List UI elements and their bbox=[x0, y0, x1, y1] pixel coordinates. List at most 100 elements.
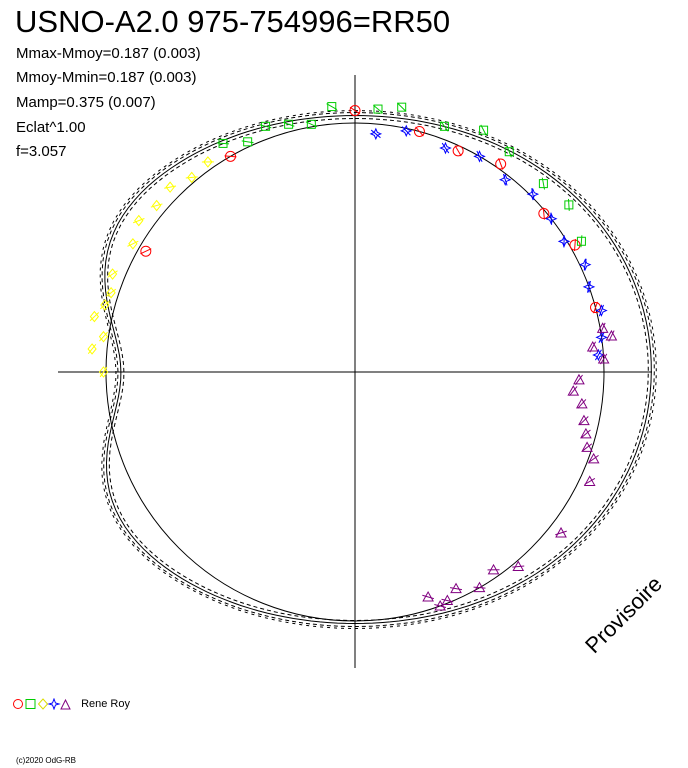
error-bar bbox=[593, 301, 598, 314]
error-bar bbox=[106, 288, 117, 297]
data-point-triangle bbox=[573, 373, 585, 385]
triangle-marker bbox=[441, 594, 454, 606]
error-bar bbox=[502, 173, 508, 186]
error-bar bbox=[422, 594, 434, 600]
diamond-marker bbox=[151, 199, 162, 212]
star-marker bbox=[399, 124, 413, 138]
square-marker bbox=[218, 138, 228, 148]
square-marker bbox=[479, 125, 489, 135]
data-point-triangle bbox=[605, 329, 618, 342]
error-bar bbox=[577, 399, 587, 409]
triangle-marker bbox=[512, 560, 525, 572]
data-point-square bbox=[504, 145, 514, 158]
data-point-triangle bbox=[555, 526, 567, 538]
data-point-diamond bbox=[87, 343, 97, 355]
diamond-marker bbox=[98, 330, 109, 343]
data-point-star bbox=[595, 304, 608, 317]
data-point-triangle bbox=[422, 590, 434, 602]
error-bar bbox=[594, 349, 602, 361]
triangle-marker bbox=[487, 563, 500, 575]
circle-marker bbox=[538, 208, 550, 220]
triangle-marker bbox=[567, 385, 580, 396]
star-marker bbox=[582, 280, 596, 294]
data-point-diamond bbox=[133, 214, 145, 227]
data-point-star bbox=[578, 258, 592, 271]
data-point-square bbox=[373, 104, 383, 114]
error-bar bbox=[579, 416, 589, 426]
star-marker bbox=[526, 187, 540, 201]
triangle-marker bbox=[473, 581, 486, 593]
data-point-circle bbox=[413, 125, 425, 137]
star-marker bbox=[578, 258, 592, 271]
data-point-circle bbox=[495, 158, 507, 170]
triangle-marker bbox=[422, 590, 434, 602]
star-marker bbox=[557, 235, 571, 248]
circle-marker bbox=[349, 105, 361, 117]
stat-mmax-mmoy: Mmax-Mmoy=0.187 (0.003) bbox=[16, 45, 201, 62]
data-point-star bbox=[592, 348, 605, 362]
star-marker bbox=[595, 304, 608, 317]
square-marker bbox=[284, 119, 294, 129]
data-point-triangle bbox=[576, 397, 588, 409]
data-point-star bbox=[582, 280, 596, 294]
error-bar bbox=[127, 240, 139, 247]
data-marks bbox=[87, 102, 618, 611]
diamond-marker bbox=[165, 181, 175, 193]
data-point-square bbox=[397, 102, 407, 112]
triangle-marker bbox=[580, 427, 592, 439]
data-point-star bbox=[439, 141, 452, 155]
error-bar bbox=[370, 129, 381, 139]
circle-marker bbox=[452, 145, 464, 157]
error-bar bbox=[542, 207, 545, 220]
data-point-triangle bbox=[597, 352, 610, 365]
stat-frequency: f=3.057 bbox=[16, 143, 67, 160]
data-point-star bbox=[526, 187, 540, 201]
star-marker bbox=[592, 348, 605, 362]
triangle-marker bbox=[576, 397, 588, 409]
error-bar bbox=[512, 565, 525, 568]
data-point-circle bbox=[452, 145, 464, 157]
square-marker bbox=[243, 137, 253, 147]
data-point-star bbox=[595, 331, 608, 344]
diamond-marker bbox=[100, 299, 110, 311]
triangle-marker bbox=[605, 329, 618, 341]
error-bar bbox=[373, 104, 383, 114]
data-point-triangle bbox=[512, 560, 525, 572]
square-marker bbox=[327, 102, 337, 112]
triangle-marker bbox=[587, 452, 600, 464]
square-marker bbox=[373, 104, 383, 114]
error-bar bbox=[397, 102, 407, 112]
triangle-marker bbox=[578, 414, 590, 426]
triangle-marker bbox=[450, 582, 462, 594]
error-bar bbox=[581, 429, 591, 439]
triangle-marker bbox=[581, 441, 593, 452]
diamond-marker bbox=[87, 343, 97, 355]
star-marker bbox=[498, 173, 512, 186]
square-marker bbox=[261, 121, 271, 131]
star-marker bbox=[369, 127, 383, 141]
error-bar bbox=[600, 353, 608, 365]
data-point-square bbox=[564, 198, 574, 211]
square-marker bbox=[564, 200, 574, 210]
circle-marker bbox=[225, 150, 236, 162]
diamond-marker bbox=[89, 310, 100, 323]
square-marker bbox=[504, 147, 514, 157]
data-point-circle bbox=[224, 150, 237, 162]
data-point-triangle bbox=[567, 385, 580, 397]
error-bar bbox=[99, 366, 108, 378]
error-bar bbox=[454, 145, 462, 157]
error-bar bbox=[598, 304, 604, 317]
error-bar bbox=[87, 344, 97, 354]
data-point-square bbox=[241, 137, 254, 147]
diamond-marker bbox=[107, 268, 118, 280]
square-marker bbox=[439, 121, 449, 131]
star-marker bbox=[544, 212, 558, 225]
square-marker bbox=[306, 119, 316, 129]
legend-square-icon bbox=[25, 699, 36, 710]
circle-marker bbox=[413, 125, 425, 137]
triangle-marker bbox=[597, 352, 610, 364]
data-point-diamond bbox=[106, 286, 117, 299]
diamond-marker bbox=[128, 237, 138, 250]
diamond-marker bbox=[106, 286, 116, 299]
